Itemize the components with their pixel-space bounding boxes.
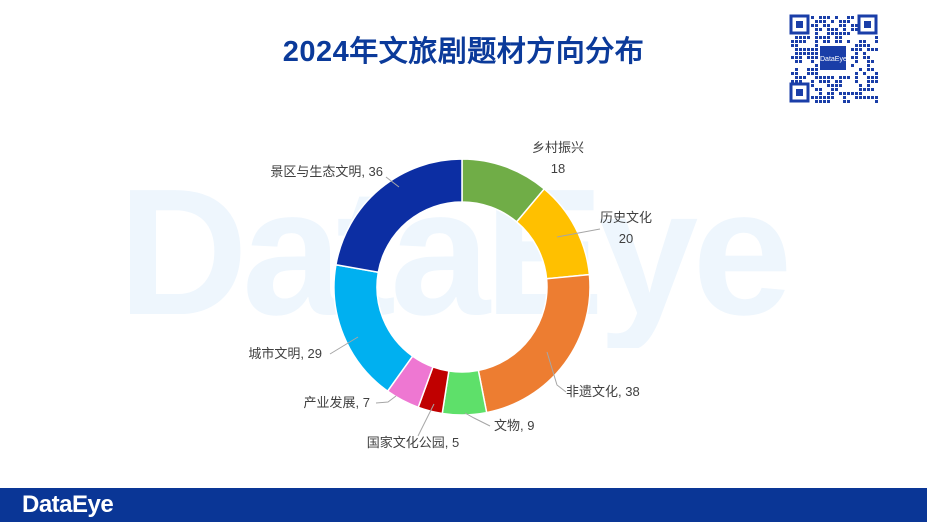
data-label-2: 历史文化 20 [600, 210, 652, 246]
data-label-1: 乡村振兴 18 [532, 140, 584, 176]
leader-line-4 [464, 412, 491, 427]
data-label-3: 非遗文化, 38 [566, 384, 640, 399]
page-title: 2024年文旅剧题材方向分布 [282, 36, 645, 68]
slice-7 [333, 263, 414, 393]
data-label-8: 景区与生态文明, 36 [270, 164, 383, 179]
slice-4 [441, 369, 488, 416]
leader-line-6 [375, 395, 397, 404]
leader-line-8 [385, 176, 400, 188]
leader-line-3 [546, 351, 567, 393]
data-label-4: 文物, 9 [494, 418, 534, 433]
qr-logo: DataEye [818, 44, 848, 72]
footer-logo: DataEye [22, 491, 114, 518]
data-label-7: 城市文明, 29 [248, 346, 322, 361]
leader-line-7 [329, 336, 359, 355]
leader-line-2 [556, 228, 601, 238]
data-label-6: 产业发展, 7 [304, 395, 370, 410]
data-label-5: 国家文化公园, 5 [367, 435, 459, 450]
slice-8 [335, 158, 463, 274]
leader-line-5 [417, 403, 435, 437]
qr-code [789, 14, 878, 103]
footer-bar: DataEye [0, 488, 927, 522]
